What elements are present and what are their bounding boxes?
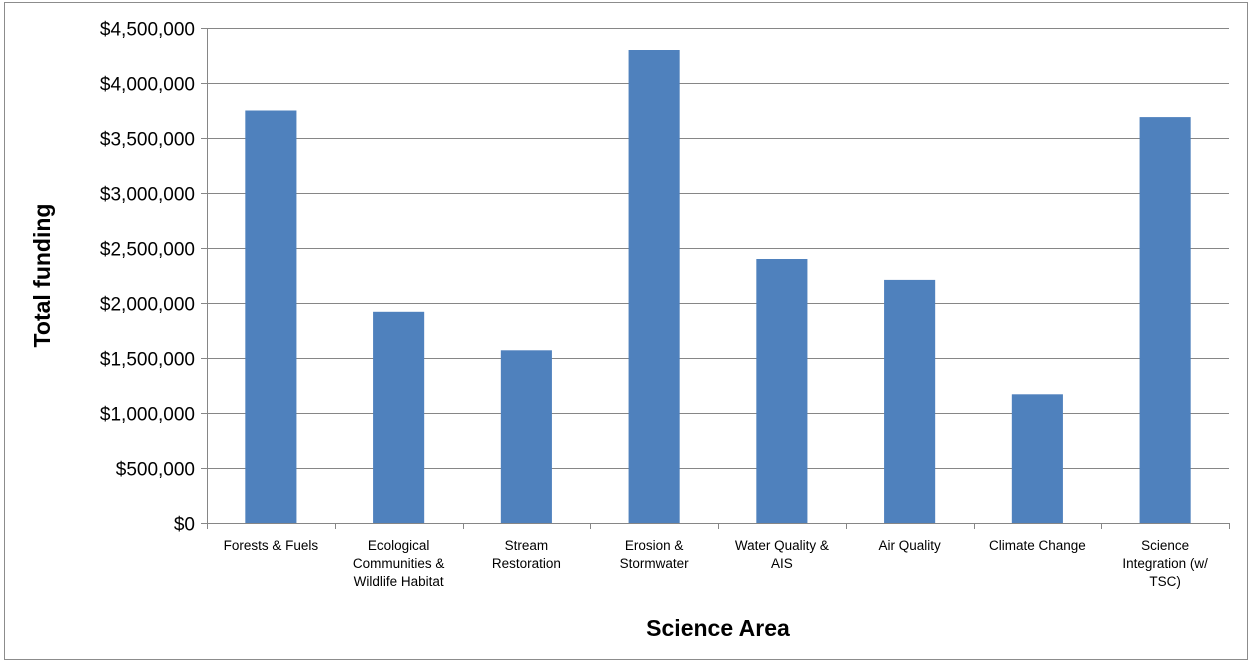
x-category-label: Climate Change: [989, 538, 1086, 553]
y-tick-label: $3,500,000: [100, 130, 195, 151]
x-category-label: Forests & Fuels: [224, 538, 319, 553]
y-tick-label: $2,000,000: [100, 295, 195, 316]
axes: [201, 28, 1230, 529]
y-tick-label: $500,000: [116, 460, 195, 481]
y-tick-label: $3,000,000: [100, 185, 195, 206]
gridlines: [207, 28, 1229, 469]
x-category-label: Ecological Communities & Wildlife Habitat: [353, 538, 445, 589]
y-tick-label: $4,500,000: [100, 20, 195, 41]
x-category-label: Air Quality: [878, 538, 941, 553]
y-axis-title: Total funding: [29, 204, 55, 348]
x-category-label: Science Integration (w/TSC): [1122, 538, 1208, 589]
x-axis-title: Science Area: [646, 615, 790, 641]
bar: [373, 311, 425, 523]
x-category-label: Stream Restoration: [492, 538, 561, 571]
chart-frame: [4, 2, 1248, 660]
y-tick-labels: $0 $500,000 $1,000,000 $1,500,000 $2,000,000…: [100, 20, 195, 536]
x-category-labels: Forests & Fuels Ecological Communities & Wi…: [224, 538, 1209, 589]
bar: [884, 279, 936, 523]
y-tick-label: $2,500,000: [100, 240, 195, 261]
bar: [500, 350, 552, 523]
bar: [1139, 117, 1191, 523]
bar: [1011, 394, 1063, 523]
bars: [245, 50, 1191, 523]
y-tick-label: $1,500,000: [100, 350, 195, 371]
bar: [628, 50, 680, 523]
bar: [756, 259, 808, 523]
y-tick-label: $1,000,000: [100, 405, 195, 426]
bar: [245, 110, 297, 523]
y-tick-label: $4,000,000: [100, 75, 195, 96]
x-category-label: Water Quality & AIS: [735, 538, 829, 571]
y-tick-label: $0: [174, 515, 195, 536]
x-category-label: Erosion & Stormwater: [620, 538, 690, 571]
